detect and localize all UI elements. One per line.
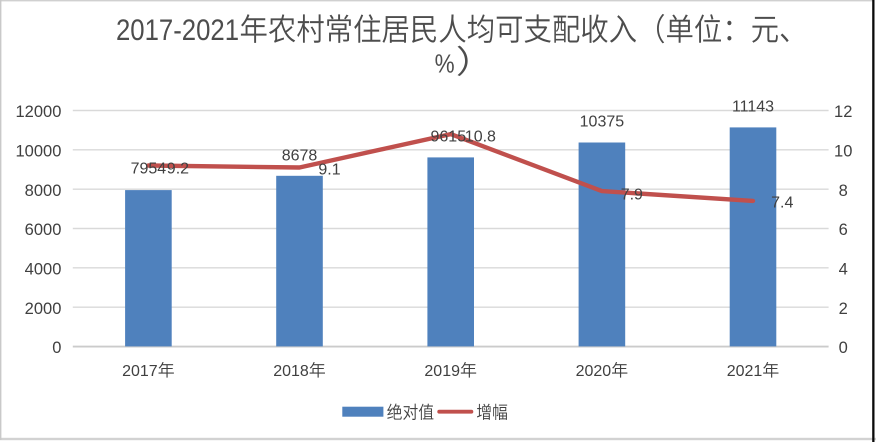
svg-text:9615: 9615 [431,129,467,146]
svg-text:2017: 2017 [122,363,158,380]
svg-text:10: 10 [834,142,852,160]
svg-text:2000: 2000 [25,300,62,318]
svg-text:0: 0 [839,339,848,357]
svg-text:7.9: 7.9 [621,187,643,204]
svg-text:9.2: 9.2 [167,161,189,178]
svg-text:10375: 10375 [580,114,625,131]
svg-text:2020: 2020 [576,363,612,380]
svg-text:8: 8 [839,182,848,200]
svg-text:0: 0 [52,339,61,357]
svg-text:8000: 8000 [25,182,62,200]
svg-text:12000: 12000 [16,103,62,121]
svg-text:10000: 10000 [16,142,62,160]
svg-text:%: % [435,49,455,79]
svg-text:12: 12 [834,103,852,121]
svg-text:7.4: 7.4 [771,194,793,211]
svg-text:7954: 7954 [131,161,167,178]
svg-text:4: 4 [839,260,848,278]
svg-text:6000: 6000 [25,221,62,239]
svg-text:10.8: 10.8 [465,129,496,146]
svg-text:2018: 2018 [273,363,309,380]
svg-text:8678: 8678 [282,148,318,165]
svg-text:2021: 2021 [727,363,763,380]
svg-text:4000: 4000 [25,260,62,278]
svg-text:2017-2021: 2017-2021 [116,14,239,47]
svg-text:2019: 2019 [424,363,460,380]
svg-text:6: 6 [839,221,848,239]
svg-text:2: 2 [839,300,848,318]
svg-text:9.1: 9.1 [318,161,340,178]
svg-text:11143: 11143 [732,98,774,115]
